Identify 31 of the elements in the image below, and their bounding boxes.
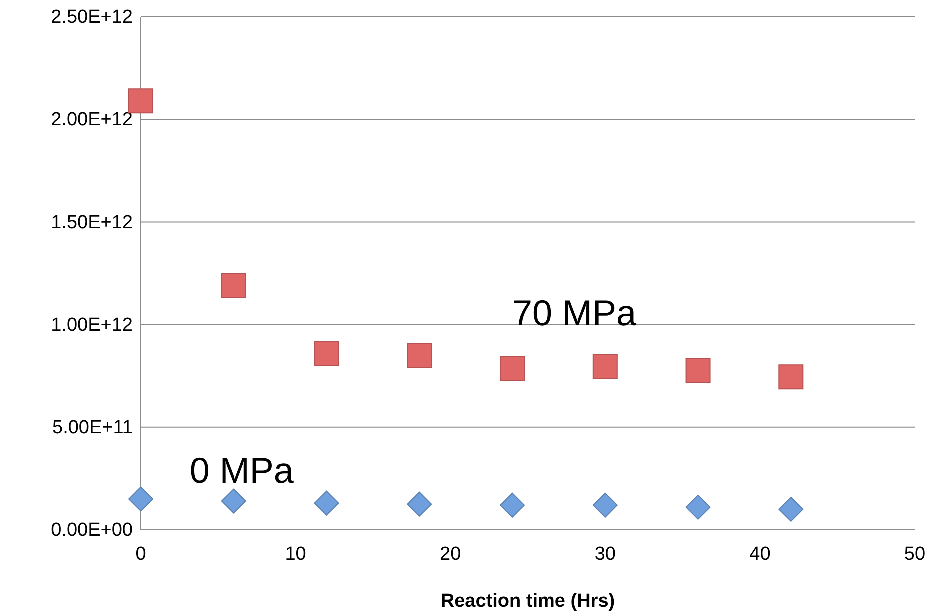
point: [778, 364, 804, 390]
x-tick-label: 50: [904, 544, 926, 565]
x-tick-label: 30: [594, 544, 616, 565]
point: [128, 486, 154, 512]
point: [128, 88, 154, 114]
y-tick-label: 1.50E+12: [51, 212, 133, 234]
x-axis-title: Reaction time (Hrs): [440, 591, 616, 611]
y-tick-label: 2.50E+12: [51, 7, 133, 28]
point: [407, 343, 432, 368]
x-tick-label: 0: [136, 544, 146, 565]
point: [686, 358, 711, 384]
point: [500, 356, 526, 382]
point: [778, 496, 804, 522]
point: [221, 273, 246, 298]
series-label: 70 MPa: [512, 292, 638, 334]
x-tick-label: 20: [440, 544, 462, 565]
point: [592, 492, 618, 518]
point: [314, 341, 340, 366]
x-tick-label: 40: [750, 544, 771, 565]
point: [407, 492, 432, 517]
point: [500, 492, 526, 518]
y-tick-label: 5.00E+11: [52, 417, 133, 438]
point: [314, 490, 340, 516]
point: [686, 494, 711, 520]
series-label: 0 MPa: [190, 450, 295, 492]
y-tick-label: 0.00E+00: [51, 520, 133, 542]
point: [592, 354, 618, 380]
y-tick-label: 2.00E+12: [51, 110, 133, 131]
x-tick-label: 10: [285, 544, 306, 565]
point: [221, 488, 246, 514]
y-tick-label: 1.00E+12: [51, 314, 133, 336]
